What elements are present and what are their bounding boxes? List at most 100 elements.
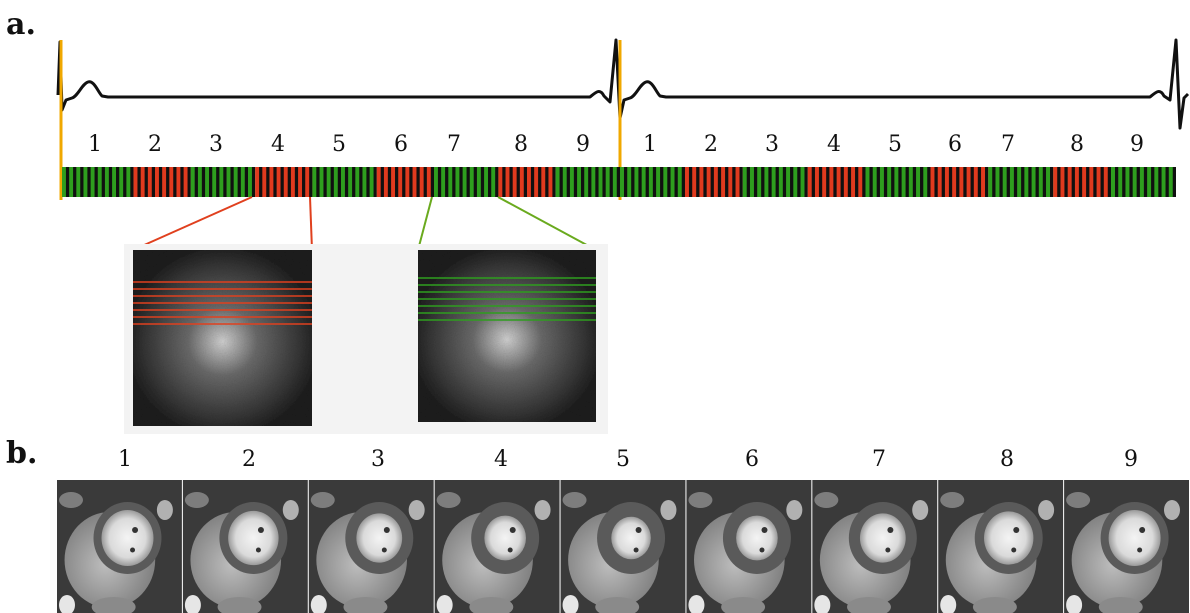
cycle1-stripe	[416, 167, 420, 197]
chest-wall	[436, 492, 461, 508]
cycle2-stripe	[1114, 167, 1119, 197]
cine-frame-8	[938, 480, 1064, 613]
cycle1-stripe	[480, 167, 485, 197]
cycle2-stripe	[1064, 167, 1068, 197]
cycle1-stripe	[266, 167, 270, 197]
cycle2-stripe	[876, 167, 880, 197]
phase-label-c2-2: 2	[704, 132, 718, 157]
cycle2-stripe	[797, 167, 801, 197]
frame-label-1: 1	[118, 447, 132, 472]
phase-label-c1-8: 8	[514, 132, 528, 157]
cycle1-segment-3	[190, 167, 256, 197]
cycle2-segment-7	[988, 167, 1054, 197]
chest-wall	[562, 492, 587, 508]
cycle2-stripe	[920, 167, 924, 197]
cycle2-stripe	[1143, 167, 1148, 197]
cycle1-stripe	[530, 167, 535, 197]
cycle2-stripe	[956, 167, 960, 197]
vessel	[1038, 500, 1055, 520]
liver-blob	[184, 595, 201, 613]
left-ventricle	[611, 516, 651, 560]
cycle2-stripe	[631, 167, 635, 197]
papillary-muscle	[635, 527, 642, 533]
papillary-muscle	[761, 527, 768, 533]
cycle2-stripe	[934, 167, 938, 197]
cycle1-stripe	[344, 167, 349, 197]
papillary-muscle	[885, 547, 891, 553]
vessel	[660, 500, 677, 520]
vessel	[912, 500, 929, 520]
cycle2-stripe	[1086, 167, 1090, 197]
panel-b-label: b.	[6, 436, 37, 471]
cycle1-stripe	[230, 167, 234, 197]
phase-labels-row: 1 2 3 4 5 6 7 8 9 1 2 3 4 5 6 7 8 9	[88, 132, 1144, 157]
chest-wall	[814, 492, 839, 508]
cycle1-segment-7	[434, 167, 499, 197]
phase-label-c2-1: 1	[643, 132, 657, 157]
cine-frame-1	[57, 480, 182, 613]
cycle2-stripe	[855, 167, 859, 197]
chest-wall	[184, 492, 209, 508]
cycle1-stripe	[523, 167, 527, 197]
left-ventricle	[228, 510, 279, 566]
chest-wall	[310, 492, 335, 508]
cycle1-stripe	[259, 167, 263, 197]
cycle1-stripe	[566, 167, 570, 197]
cycle2-stripe	[992, 167, 996, 197]
cycle2-stripe	[710, 167, 714, 197]
cine-frame-2	[182, 480, 308, 613]
liver-blob	[814, 595, 831, 613]
cycle2-stripe	[1165, 167, 1169, 197]
cycle1-stripe	[466, 167, 470, 197]
cycle1-stripe	[337, 167, 341, 197]
cycle2-stripe	[753, 167, 758, 197]
lower-tissue	[91, 597, 136, 613]
cycle2-stripe	[1057, 167, 1061, 197]
cycle1-stripe	[173, 167, 177, 197]
cycle2-stripe	[963, 167, 967, 197]
frame-label-2: 2	[242, 447, 256, 472]
phase-label-c1-2: 2	[148, 132, 162, 157]
lower-tissue	[721, 597, 766, 613]
frame-label-6: 6	[745, 447, 759, 472]
phase-label-c2-4: 4	[827, 132, 841, 157]
cycle1-stripe	[387, 167, 392, 197]
green-kspace-inset	[418, 250, 596, 422]
cycle1-stripe	[294, 167, 299, 197]
cycle2-stripe	[1042, 167, 1047, 197]
cycle1-stripe	[409, 167, 413, 197]
frame-label-9: 9	[1124, 447, 1138, 472]
cycle2-stripe	[948, 167, 953, 197]
cycle1-stripe	[609, 167, 613, 197]
cycle2-stripe	[1136, 167, 1140, 197]
cycle2-stripe	[1049, 167, 1054, 197]
cycle2-stripe	[1122, 167, 1126, 197]
green-kspace-image	[418, 250, 596, 422]
chest-wall	[940, 492, 965, 508]
cycle1-stripe	[309, 167, 313, 197]
cycle2-stripe	[645, 167, 649, 197]
phase-label-c2-7: 7	[1001, 132, 1015, 157]
left-ventricle	[356, 513, 403, 563]
cycle2-stripe	[927, 167, 931, 197]
cycle1-stripe	[545, 167, 549, 197]
phase-label-c1-9: 9	[576, 132, 590, 157]
cycle2-stripe	[1172, 167, 1176, 197]
cycle1-stripe	[588, 167, 592, 197]
cycle1-stripe	[166, 167, 170, 197]
cycle2-stripe	[883, 167, 888, 197]
red-kspace-image	[133, 250, 312, 426]
cycle1-stripe	[595, 167, 599, 197]
cycle2-stripe	[985, 167, 989, 197]
phase-label-c1-4: 4	[271, 132, 285, 157]
cycle1-stripe	[323, 167, 327, 197]
cycle2-stripe	[804, 167, 808, 197]
chest-wall	[688, 492, 713, 508]
cycle1-stripe	[402, 167, 406, 197]
left-ventricle	[984, 511, 1034, 565]
phase-label-c1-1: 1	[88, 132, 102, 157]
cycle2-stripe	[977, 167, 982, 197]
papillary-muscle	[381, 547, 387, 553]
ecg-waveform	[56, 38, 1190, 130]
